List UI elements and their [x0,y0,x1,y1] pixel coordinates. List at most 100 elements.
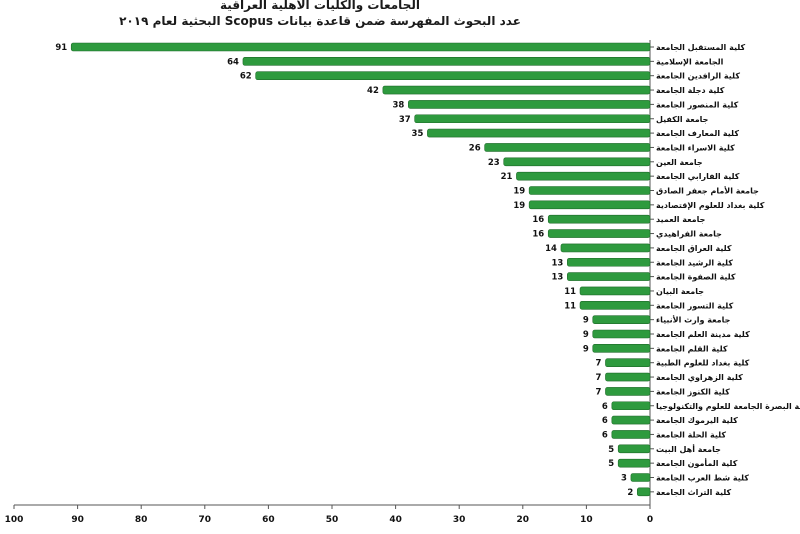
bar [567,257,651,267]
category-label: كلية البصرة الجامعة للعلوم والتكنولوجيا [656,402,800,411]
bar-value-label: 37 [399,115,411,125]
bar-value-label: 62 [240,72,252,82]
bar-value-label: 6 [602,402,608,412]
bar-value-label: 91 [55,43,67,53]
bar [484,143,651,152]
bar-value-label: 19 [513,201,525,211]
bar [547,214,651,224]
x-tick-label: 0 [647,515,653,525]
category-label: كلية الفارابي الجامعة [656,172,740,181]
category-label: كلية اليرموك الجامعة [656,416,738,425]
category-label: كلية التراث الجامعة [656,488,732,497]
bar [605,372,651,382]
bar [560,243,651,253]
category-label: كلية المعارف الجامعة [656,129,739,138]
bar [382,85,651,95]
bar-value-label: 35 [412,129,424,139]
bar-value-label: 9 [583,330,589,340]
bar-value-label: 16 [532,230,544,240]
category-label: كلية الحلة الجامعة [656,430,726,439]
bar-value-label: 9 [583,344,589,354]
bar [567,272,651,281]
bar [579,300,651,310]
x-tick-label: 50 [326,515,339,525]
plot-area: 100 90 80 70 60 50 40 30 20 10 091 كلية المستقبل ال… [5,40,800,525]
category-label: جامعة أهل البيت [656,444,721,454]
bar [592,344,651,353]
x-tick-label: 100 [5,515,24,525]
bar [630,473,651,482]
bar [592,315,651,324]
bar-value-label: 5 [608,445,614,455]
category-label: كلية بغداد للعلوم الإقتصادية [656,201,765,210]
bar-value-label: 23 [488,158,500,168]
bar-value-label: 14 [545,244,557,254]
bar-value-label: 7 [596,387,602,397]
category-label: كلية العراق الجامعة [656,244,732,253]
category-label: كلية التسور الجامعة [656,301,734,310]
bar-value-label: 13 [551,258,563,268]
bar [70,42,651,52]
bar-value-label: 11 [564,287,576,297]
category-label: كلية الكنوز الجامعة [656,387,730,396]
bar-value-label: 13 [551,273,563,283]
bar [611,430,651,439]
bar-value-label: 9 [583,316,589,326]
bar [611,415,651,425]
bar [547,229,651,238]
x-tick-label: 40 [389,515,402,525]
category-label: جامعة الأمام جعفر الصادق [656,186,759,196]
bar [528,200,651,210]
category-label: جامعة العين [656,158,703,167]
bar-value-label: 16 [532,215,544,225]
bar [617,444,651,454]
bar [605,358,651,368]
category-label: كلية دجلة الجامعة [656,86,725,95]
x-tick-label: 30 [453,515,466,525]
bar-value-label: 19 [513,187,525,197]
bar-value-label: 38 [392,100,404,110]
category-label: كلية الرافدين الجامعة [656,72,740,81]
bar-value-label: 64 [227,57,239,67]
x-tick-label: 80 [135,515,148,525]
bar [605,387,651,396]
bar [592,329,651,339]
bar-value-label: 11 [564,301,576,311]
x-tick-label: 10 [580,515,593,525]
bar-value-label: 26 [469,143,481,153]
x-tick-label: 60 [262,515,275,525]
bar [427,128,651,138]
category-label: كلية المأمون الجامعة [656,458,738,468]
x-tick-label: 70 [199,515,212,525]
bar [503,157,651,167]
bar [528,186,651,195]
bar [636,487,651,497]
category-label: كلية الزهراوي الجامعة [656,373,743,382]
category-label: كلية بغداد للعلوم الطبية [656,359,750,368]
x-tick-label: 20 [517,515,530,525]
category-label: كلية المستقبل الجامعة [656,43,745,52]
category-label: جامعة الفراهيدي [656,230,722,239]
bar [255,71,651,80]
category-label: كلية مدينة العلم الجامعة [656,330,750,339]
bar-value-label: 21 [501,172,513,182]
category-label: كلية شط العرب الجامعة [656,474,749,483]
bar-value-label: 6 [602,416,608,426]
bar [579,286,651,296]
bar [408,100,651,109]
bar-value-label: 7 [596,373,602,383]
bar [516,171,651,181]
category-label: كلية القلم الجامعة [656,344,728,353]
category-label: جامعة البيان [656,287,704,296]
bar [611,401,651,411]
bar [617,458,651,468]
bar-value-label: 3 [621,474,627,484]
category-label: جامعة الكفيل [656,115,709,124]
category-label: كلية المنصور الجامعة [656,100,739,109]
bar-value-label: 5 [608,459,614,469]
category-label: جامعة وارث الأنبياء [656,315,731,325]
category-label: جامعة العميد [656,215,706,224]
category-label: كلية الاسراء الجامعة [656,143,735,152]
bar [242,57,651,66]
